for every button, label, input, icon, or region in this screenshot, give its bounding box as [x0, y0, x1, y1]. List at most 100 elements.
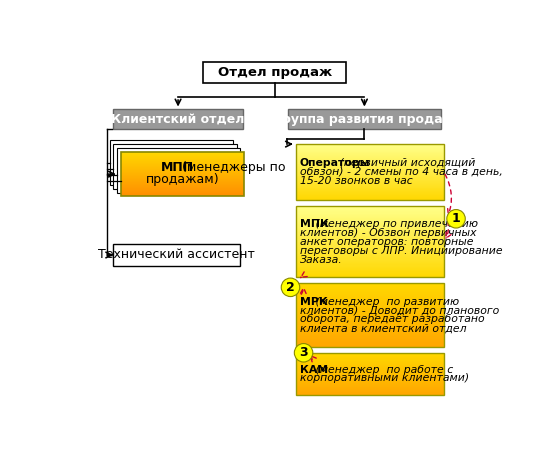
Bar	[113, 144, 237, 189]
Text: (менеджер  по развитию: (менеджер по развитию	[312, 297, 459, 307]
Bar	[296, 353, 444, 395]
Bar	[296, 195, 444, 196]
Bar	[296, 336, 444, 337]
Bar	[296, 269, 444, 270]
Bar	[296, 169, 444, 170]
Bar	[296, 254, 444, 255]
Bar	[296, 372, 444, 373]
Bar	[296, 151, 444, 152]
Text: Клиентский отдел: Клиентский отдел	[112, 113, 245, 126]
Bar	[296, 389, 444, 390]
Bar	[296, 172, 444, 173]
Bar	[296, 199, 444, 200]
Bar	[296, 382, 444, 383]
Bar	[296, 210, 444, 211]
Bar	[296, 146, 444, 147]
Bar	[296, 241, 444, 242]
Bar	[113, 244, 240, 266]
Bar	[117, 148, 240, 193]
Bar	[296, 159, 444, 160]
Bar	[296, 314, 444, 315]
Bar	[296, 149, 444, 150]
Bar	[296, 337, 444, 338]
Text: Операторы: Операторы	[300, 158, 370, 168]
Bar	[296, 178, 444, 179]
Bar	[296, 391, 444, 392]
Bar	[296, 370, 444, 371]
Text: 2: 2	[286, 281, 295, 294]
Bar	[296, 175, 444, 176]
Bar	[296, 310, 444, 311]
Bar	[296, 164, 444, 165]
Bar	[296, 191, 444, 192]
Bar	[296, 224, 444, 225]
Bar	[296, 249, 444, 250]
Bar	[296, 267, 444, 268]
Bar	[296, 289, 444, 290]
Bar	[121, 183, 244, 184]
Bar	[121, 160, 244, 161]
Bar	[296, 356, 444, 357]
Bar	[296, 248, 444, 249]
Bar	[296, 273, 444, 274]
Text: Группа развития продаж: Группа развития продаж	[274, 113, 455, 126]
Bar	[296, 221, 444, 222]
Bar	[296, 244, 444, 245]
Bar	[296, 294, 444, 295]
Bar	[296, 257, 444, 258]
Bar	[121, 175, 244, 176]
Bar	[121, 194, 244, 195]
Bar	[296, 383, 444, 384]
Bar	[296, 361, 444, 362]
Text: 3: 3	[299, 346, 308, 359]
Text: Отдел продаж: Отдел продаж	[218, 66, 332, 79]
Text: оборота, передаёт разработано: оборота, передаёт разработано	[300, 314, 485, 325]
Text: переговоры с ЛПР. Инициирование: переговоры с ЛПР. Инициирование	[300, 246, 502, 256]
Text: (первичный исходящий: (первичный исходящий	[336, 158, 475, 168]
Text: анкет операторов: повторные: анкет операторов: повторные	[300, 237, 473, 247]
Bar	[296, 320, 444, 321]
Bar	[121, 190, 244, 191]
Bar	[203, 62, 346, 83]
Bar	[121, 193, 244, 194]
Circle shape	[281, 278, 300, 297]
Bar	[121, 177, 244, 178]
Bar	[296, 268, 444, 269]
Bar	[296, 181, 444, 182]
Bar	[296, 333, 444, 334]
Bar	[121, 189, 244, 190]
Bar	[121, 188, 244, 189]
Bar	[296, 160, 444, 161]
Bar	[296, 390, 444, 391]
Bar	[121, 156, 244, 157]
Bar	[296, 165, 444, 166]
Bar	[296, 243, 444, 244]
Bar	[296, 167, 444, 168]
Bar	[296, 242, 444, 243]
Bar	[296, 329, 444, 330]
Bar	[121, 187, 244, 188]
Bar	[296, 301, 444, 302]
Bar	[296, 144, 444, 145]
Bar	[296, 237, 444, 238]
Bar	[296, 271, 444, 273]
Bar	[296, 236, 444, 237]
Bar	[296, 311, 444, 312]
Bar	[296, 394, 444, 395]
Bar	[296, 183, 444, 184]
Bar	[296, 392, 444, 393]
Bar	[121, 169, 244, 170]
Bar	[296, 285, 444, 286]
Bar	[296, 328, 444, 329]
Bar	[296, 256, 444, 257]
Text: продажам): продажам)	[146, 173, 219, 186]
Bar	[296, 283, 444, 285]
Bar	[296, 161, 444, 162]
Bar	[121, 165, 244, 166]
Bar	[296, 232, 444, 234]
Bar	[296, 307, 444, 308]
Text: (менеджер  по работе с: (менеджер по работе с	[312, 364, 453, 375]
Bar	[296, 339, 444, 340]
Bar	[296, 166, 444, 167]
Bar	[296, 313, 444, 314]
